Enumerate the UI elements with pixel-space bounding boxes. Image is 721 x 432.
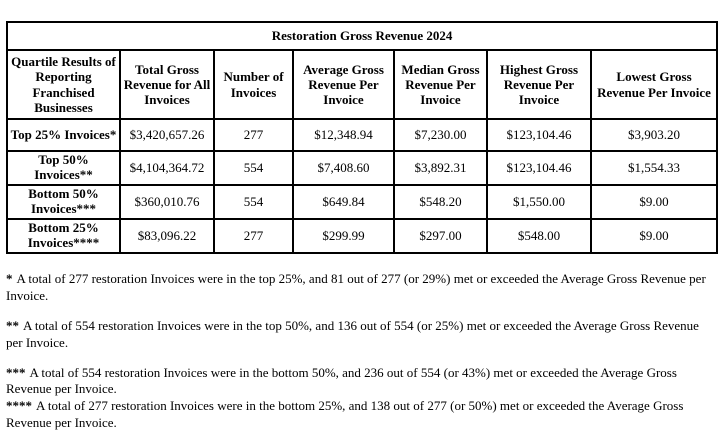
cell-top50-invoice-count: 554 <box>213 150 294 187</box>
cell-top25-total-gross: $3,420,657.26 <box>119 118 215 153</box>
cell-top50-highest: $123,104.46 <box>486 150 592 187</box>
cell-bottom50-lowest: $9.00 <box>589 184 719 221</box>
footnote-top-25-text: A total of 277 restoration Invoices were… <box>6 270 706 303</box>
footnote-top-50-marker: ** <box>6 317 19 333</box>
cell-top50-total-gross: $4,104,364.72 <box>119 150 215 187</box>
cell-top50-median: $3,892.31 <box>393 150 488 187</box>
table-header-row: Quartile Results of Reporting Franchised… <box>6 48 719 121</box>
column-header-number-of-invoices: Number of Invoices <box>213 48 294 121</box>
cell-bottom50-invoice-count: 554 <box>213 184 294 221</box>
cell-top25-lowest: $3,903.20 <box>589 118 719 153</box>
row-label-bottom-25: Bottom 25% Invoices**** <box>6 218 121 254</box>
cell-top50-average: $7,408.60 <box>292 150 395 187</box>
restoration-gross-revenue-table: Restoration Gross Revenue 2024 Quartile … <box>5 21 719 254</box>
footnote-top-25-marker: * <box>6 270 13 286</box>
column-header-lowest-gross-revenue: Lowest Gross Revenue Per Invoice <box>589 48 719 121</box>
cell-bottom25-median: $297.00 <box>393 218 488 254</box>
cell-top25-average: $12,348.94 <box>292 118 395 153</box>
footnote-top-50: ** A total of 554 restoration Invoices we… <box>6 318 718 352</box>
cell-bottom50-total-gross: $360,010.76 <box>119 184 215 221</box>
footnote-bottom-50-text: A total of 554 restoration Invoices were… <box>6 364 677 397</box>
cell-bottom50-median: $548.20 <box>393 184 488 221</box>
cell-bottom50-highest: $1,550.00 <box>486 184 592 221</box>
column-header-average-gross-revenue: Average Gross Revenue Per Invoice <box>292 48 395 121</box>
table-row-top-25: Top 25% Invoices* $3,420,657.26 277 $12,… <box>6 118 719 153</box>
cell-top25-highest: $123,104.46 <box>486 118 592 153</box>
footnote-top-25: * A total of 277 restoration Invoices wer… <box>6 271 718 305</box>
cell-bottom25-average: $299.99 <box>292 218 395 254</box>
row-label-bottom-50: Bottom 50% Invoices*** <box>6 184 121 221</box>
row-label-top-25: Top 25% Invoices* <box>6 118 121 153</box>
cell-top50-lowest: $1,554.33 <box>589 150 719 187</box>
cell-top25-median: $7,230.00 <box>393 118 488 153</box>
cell-bottom50-average: $649.84 <box>292 184 395 221</box>
footnote-bottom-50-marker: *** <box>6 364 26 380</box>
cell-bottom25-invoice-count: 277 <box>213 218 294 254</box>
table-title: Restoration Gross Revenue 2024 <box>5 21 719 51</box>
footnote-bottom-25: **** A total of 277 restoration Invoices … <box>6 398 718 432</box>
cell-bottom25-highest: $548.00 <box>486 218 592 254</box>
row-label-top-50: Top 50% Invoices** <box>6 150 121 187</box>
table-row-bottom-25: Bottom 25% Invoices**** $83,096.22 277 $… <box>6 218 719 254</box>
table-row-top-50: Top 50% Invoices** $4,104,364.72 554 $7,… <box>6 150 719 187</box>
footnote-bottom-25-text: A total of 277 restoration Invoices were… <box>6 398 684 431</box>
column-header-total-gross-revenue: Total Gross Revenue for All Invoices <box>119 48 215 121</box>
cell-top25-invoice-count: 277 <box>213 118 294 153</box>
cell-bottom25-lowest: $9.00 <box>589 218 719 254</box>
cell-bottom25-total-gross: $83,096.22 <box>119 218 215 254</box>
footnotes-section: * A total of 277 restoration Invoices wer… <box>6 271 718 432</box>
table-title-row: Restoration Gross Revenue 2024 <box>5 21 719 51</box>
column-header-highest-gross-revenue: Highest Gross Revenue Per Invoice <box>486 48 592 121</box>
table-row-bottom-50: Bottom 50% Invoices*** $360,010.76 554 $… <box>6 184 719 221</box>
footnote-bottom-25-marker: **** <box>6 398 32 414</box>
footnote-bottom-50: *** A total of 554 restoration Invoices w… <box>6 365 718 399</box>
column-header-median-gross-revenue: Median Gross Revenue Per Invoice <box>393 48 488 121</box>
column-header-quartile-results: Quartile Results of Reporting Franchised… <box>6 48 121 121</box>
footnote-top-50-text: A total of 554 restoration Invoices were… <box>6 317 699 350</box>
